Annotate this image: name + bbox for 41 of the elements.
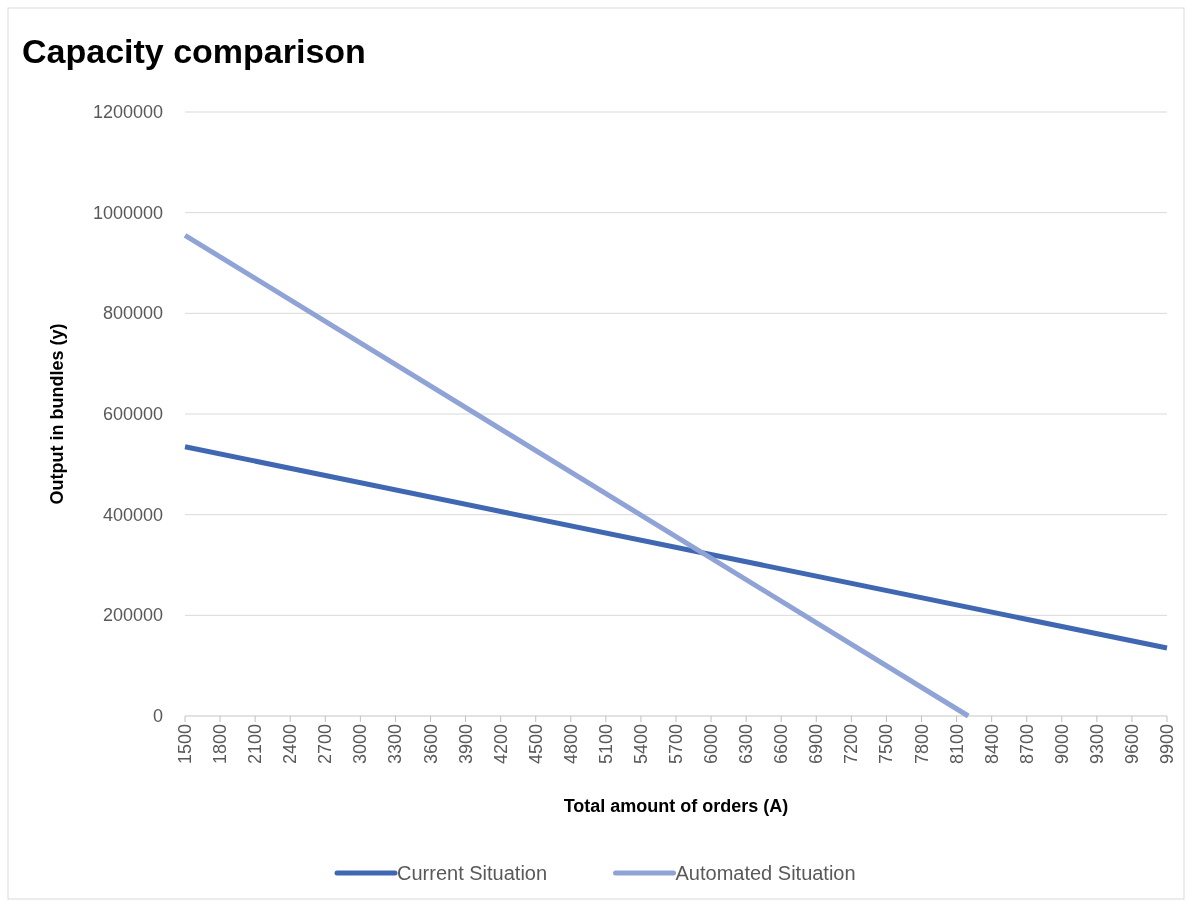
y-tick-label: 600000 [102,404,163,424]
y-tick-label: 400000 [102,504,163,525]
x-tick-label: 7800 [911,724,932,765]
x-tick-label: 7500 [876,724,897,765]
y-tick-label: 1000000 [92,202,163,223]
legend-label: Current Situation [397,862,548,884]
x-tick-label: 8100 [946,724,967,765]
x-tick-label: 2700 [315,724,336,765]
x-tick-label: 3000 [350,724,371,765]
y-tick-label: 1200000 [92,102,163,122]
legend-label: Automated Situation [675,862,856,884]
x-tick-label: 9000 [1051,724,1072,765]
y-axis-title: Output in bundles (y) [47,323,67,505]
x-tick-label: 8400 [981,724,1002,765]
x-tick-label: 1500 [175,724,195,765]
chart-title: Capacity comparison [22,32,366,70]
x-tick-label: 9900 [1157,724,1177,765]
y-tick-label: 0 [152,706,163,726]
x-tick-label: 3900 [455,724,476,765]
x-tick-label: 7200 [841,724,862,765]
x-tick-label: 6900 [806,724,827,765]
x-tick-label: 4500 [525,724,546,765]
x-tick-label: 4200 [490,724,511,765]
x-tick-label: 9600 [1121,724,1142,765]
x-tick-label: 3600 [420,724,441,765]
x-tick-label: 6300 [736,724,757,765]
x-tick-label: 6000 [701,724,722,765]
x-tick-label: 2100 [245,724,266,765]
x-tick-label: 9300 [1086,724,1107,765]
x-tick-label: 5100 [595,724,616,765]
x-tick-label: 6600 [771,724,792,765]
x-tick-label: 4800 [560,724,581,765]
x-tick-label: 5700 [666,724,686,765]
x-tick-label: 1800 [210,724,231,765]
x-tick-label: 8700 [1016,724,1037,765]
x-tick-label: 2400 [280,724,301,765]
y-tick-label: 800000 [102,303,163,324]
y-tick-label: 200000 [102,605,163,626]
x-tick-label: 3300 [385,724,406,765]
x-tick-label: 5400 [630,724,651,765]
x-axis-title: Total amount of orders (A) [563,796,789,816]
